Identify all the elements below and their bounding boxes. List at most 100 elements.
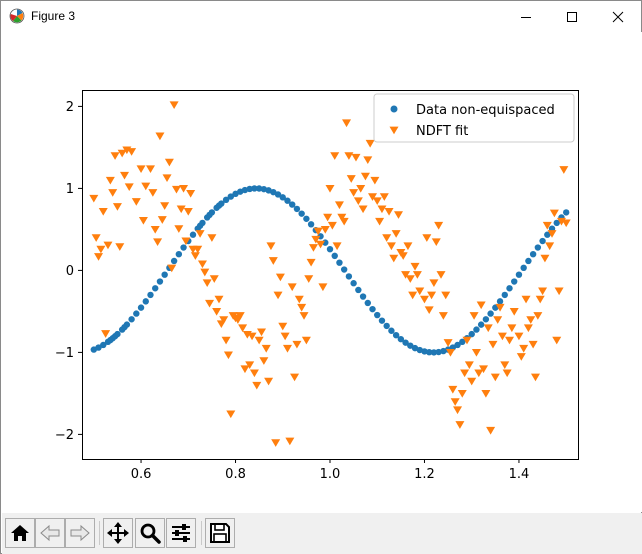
fit-point-triangle [252, 381, 262, 390]
maximize-button[interactable] [549, 1, 595, 32]
fit-point-triangle [372, 197, 382, 205]
fit-point-triangle [254, 336, 264, 345]
window-title: Figure 3 [31, 9, 76, 23]
fit-point-triangle [245, 361, 255, 369]
fit-point-triangle [386, 242, 396, 251]
toolbar-separator [201, 521, 202, 545]
scatter-plot: −2 −1 0 1 2 0.6 0.8 1.0 1.2 1.4 Data non-equispa… [55, 90, 579, 482]
fit-point-triangle [363, 156, 373, 164]
maximize-icon [567, 11, 577, 22]
back-button[interactable] [35, 518, 65, 548]
fit-point-triangle [110, 152, 120, 160]
fit-point-triangle [346, 175, 356, 183]
y-tick-label: 0 [66, 264, 74, 279]
fit-point-triangle [476, 301, 486, 310]
fit-point-triangle [190, 252, 200, 260]
minimize-button[interactable] [503, 1, 549, 32]
forward-arrow-icon [70, 524, 90, 542]
fit-point-triangle [401, 271, 411, 279]
fit-point-triangle [469, 312, 479, 320]
legend-triangle-marker [389, 126, 399, 135]
fit-point-triangle [502, 369, 512, 378]
data-point-circle [350, 280, 357, 287]
data-point-circle [511, 278, 518, 285]
data-point-circle [364, 299, 371, 307]
data-point-circle [170, 257, 178, 265]
matplotlib-logo-icon [9, 8, 25, 24]
fit-point-triangle [197, 260, 207, 269]
figure-canvas[interactable]: −2 −1 0 1 2 0.6 0.8 1.0 1.2 1.4 Data non-equispa… [2, 32, 642, 512]
fit-point-triangle [481, 390, 491, 398]
fit-point-triangle [514, 332, 524, 341]
data-point-circle [156, 278, 164, 285]
fit-point-triangle [207, 234, 217, 242]
fit-point-triangle [365, 139, 375, 148]
close-button[interactable] [595, 1, 641, 32]
fit-point-triangle [301, 336, 311, 345]
fit-point-triangle [174, 225, 184, 233]
fit-point-triangle [200, 268, 210, 277]
pan-button[interactable] [103, 518, 133, 548]
fit-point-triangle [356, 185, 366, 193]
fit-point-triangle [441, 291, 451, 300]
fit-point-triangle [120, 171, 130, 180]
fit-point-triangle [162, 174, 172, 183]
fit-point-triangle [320, 226, 330, 234]
fit-point-triangle [171, 185, 181, 194]
fit-point-triangle [540, 254, 550, 263]
fit-point-triangle [304, 275, 314, 283]
fit-point-triangle [471, 349, 481, 357]
fit-point-triangle [169, 101, 179, 110]
fit-point-triangle [183, 207, 193, 216]
fit-point-triangle [427, 291, 437, 300]
title-bar[interactable]: Figure 3 [1, 1, 641, 32]
fit-point-triangle [403, 242, 413, 251]
zoom-button[interactable] [135, 518, 165, 548]
data-point-circle [392, 331, 400, 339]
fit-point-triangle [259, 357, 269, 365]
fit-point-triangle [516, 353, 526, 361]
fit-point-triangle [313, 227, 323, 236]
fit-point-triangle [193, 245, 203, 254]
fit-point-triangle [479, 365, 489, 374]
data-point-circle [340, 266, 348, 273]
data-point-circle [482, 316, 490, 323]
fit-point-triangle [223, 351, 233, 360]
fit-point-triangle [538, 287, 548, 296]
fit-point-triangle [150, 226, 160, 234]
fit-point-triangle [186, 189, 196, 198]
fit-point-triangle [505, 336, 515, 345]
data-point-circle [534, 244, 542, 251]
fit-point-triangle [316, 240, 326, 249]
forward-button[interactable] [65, 518, 95, 548]
configure-subplots-button[interactable] [166, 518, 196, 548]
data-point-circle [402, 339, 409, 346]
fit-point-triangle [486, 426, 496, 435]
data-point-circle [251, 185, 258, 192]
fit-point-triangle [535, 295, 545, 304]
save-button[interactable] [205, 518, 235, 548]
fit-point-triangle [545, 242, 555, 251]
data-point-circle [326, 245, 334, 253]
fit-point-triangle [474, 369, 484, 378]
home-button[interactable] [5, 518, 35, 548]
fit-point-triangle [117, 149, 127, 158]
fit-point-triangle [332, 242, 342, 251]
legend-label: NDFT fit [416, 124, 468, 139]
data-point-circle [208, 209, 216, 216]
fit-point-triangle [542, 221, 552, 230]
fit-point-triangle [507, 324, 517, 333]
fit-point-triangle [393, 211, 403, 219]
legend-label: Data non-equispaced [416, 103, 555, 118]
fit-point-triangle [370, 176, 380, 185]
fit-point-triangle [360, 172, 370, 181]
fit-point-triangle [559, 166, 569, 174]
fit-point-triangle [306, 258, 316, 267]
fit-point-triangle [268, 257, 278, 265]
fit-point-triangle [448, 385, 458, 394]
fit-point-triangle [285, 437, 295, 446]
data-point-circle [383, 322, 390, 330]
data-point-circle [487, 310, 494, 317]
fit-point-triangle [257, 328, 267, 337]
fit-point-triangle [495, 303, 505, 312]
